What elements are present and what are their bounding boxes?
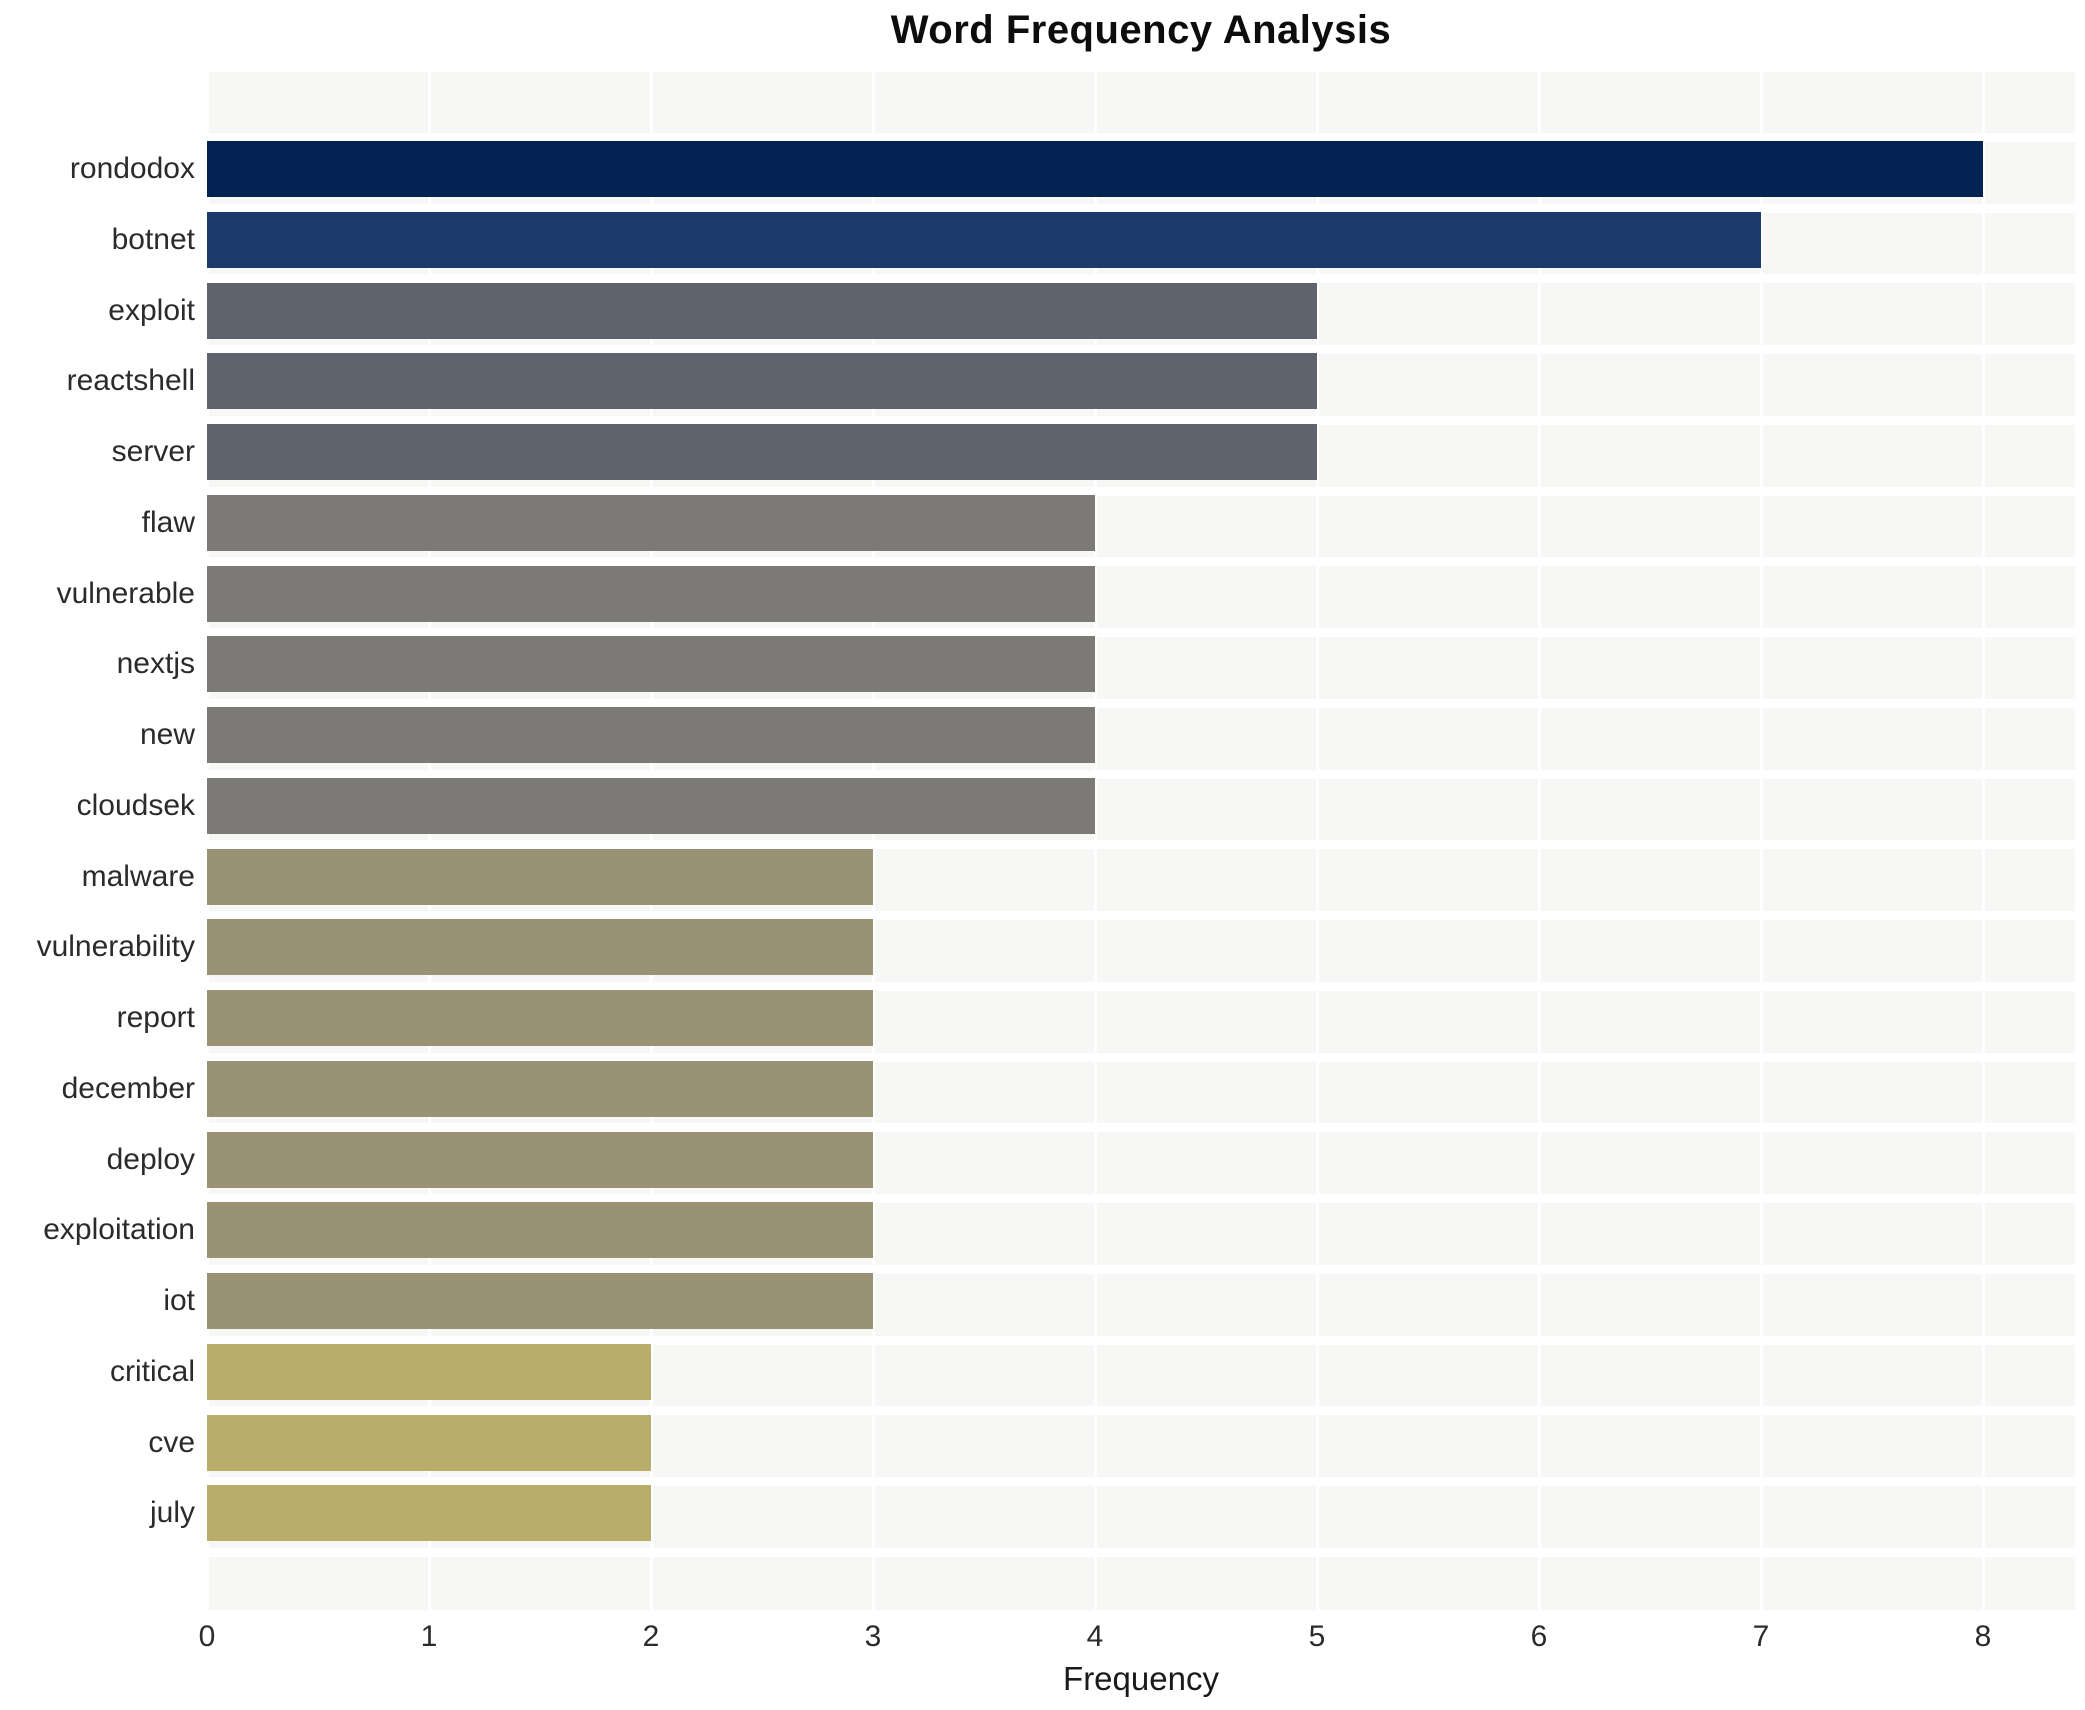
x-tick-label-2: 2 [642,1620,660,1653]
gridline-row-separator [207,1335,2075,1345]
bar-critical [207,1343,651,1400]
bar-vulnerable [207,565,1095,622]
y-tick-label-critical: critical [109,1354,195,1388]
bar-rondodox [207,141,1983,197]
bar-reactshell [207,353,1317,410]
gridline-row-separator [207,769,2075,779]
y-tick-label-december: december [61,1071,195,1105]
bar-july [207,1485,651,1542]
gridline-row-separator [207,698,2075,708]
x-tick-label-1: 1 [420,1620,438,1653]
y-tick-label-exploit: exploit [108,293,195,327]
chart-title: Word Frequency Analysis [890,8,1392,52]
gridline-row-separator [207,132,2075,142]
bar-vulnerability [207,919,873,976]
y-tick-label-exploitation: exploitation [43,1213,195,1247]
y-tick-label-malware: malware [81,859,195,893]
x-tick-label-0: 0 [198,1620,216,1653]
y-tick-label-botnet: botnet [111,222,195,256]
bar-cve [207,1414,651,1471]
x-tick-label-4: 4 [1086,1620,1104,1653]
y-tick-label-new: new [139,718,195,751]
gridline-row-separator [207,911,2075,921]
y-tick-label-flaw: flaw [141,505,195,539]
y-tick-label-iot: iot [163,1284,195,1317]
bar-flaw [207,494,1095,551]
bar-botnet [207,211,1761,268]
y-tick-label-nextjs: nextjs [116,647,195,681]
y-tick-label-july: july [149,1496,195,1530]
y-tick-label-rondodox: rondodox [69,152,195,185]
x-tick-label-3: 3 [864,1620,882,1653]
x-tick-label-5: 5 [1308,1620,1326,1653]
bar-exploit [207,282,1317,339]
gridline-row-separator [207,1547,2075,1557]
bar-exploitation [207,1202,873,1259]
bar-malware [207,848,873,905]
gridline-row-separator [207,345,2075,355]
bar-new [207,707,1095,763]
gridline-row-separator [207,1264,2075,1274]
bar-report [207,990,873,1046]
gridline-row-separator [207,557,2075,567]
bar-server [207,424,1317,480]
bar-december [207,1060,873,1117]
gridline-row-separator [207,1477,2075,1487]
y-tick-label-cve: cve [148,1425,195,1459]
gridline-row-separator [207,203,2075,213]
y-tick-label-report: report [116,1001,195,1034]
x-tick-label-6: 6 [1530,1620,1548,1653]
gridline-row-separator [207,981,2075,991]
gridline-row-separator [207,415,2075,425]
y-tick-label-server: server [111,435,195,468]
x-tick-label-8: 8 [1974,1620,1992,1653]
gridline-row-separator [207,1406,2075,1416]
x-axis-title: Frequency [1063,1660,1219,1697]
bar-iot [207,1273,873,1329]
plot-area [206,72,2075,1610]
bar-cloudsek [207,777,1095,834]
y-tick-label-deploy: deploy [106,1142,195,1176]
gridline-row-separator [207,1123,2075,1133]
gridline-row-separator [207,486,2075,496]
y-tick-label-cloudsek: cloudsek [76,788,195,822]
gridline-row-separator [207,840,2075,850]
y-tick-label-reactshell: reactshell [66,364,195,398]
gridline-row-separator [207,628,2075,638]
gridline-row-separator [207,274,2075,284]
y-tick-label-vulnerability: vulnerability [36,930,195,964]
gridline-row-separator [207,1194,2075,1204]
bar-nextjs [207,636,1095,693]
y-tick-label-vulnerable: vulnerable [56,576,195,610]
bar-deploy [207,1131,873,1188]
x-tick-label-7: 7 [1752,1620,1770,1653]
gridline-row-separator [207,1052,2075,1062]
